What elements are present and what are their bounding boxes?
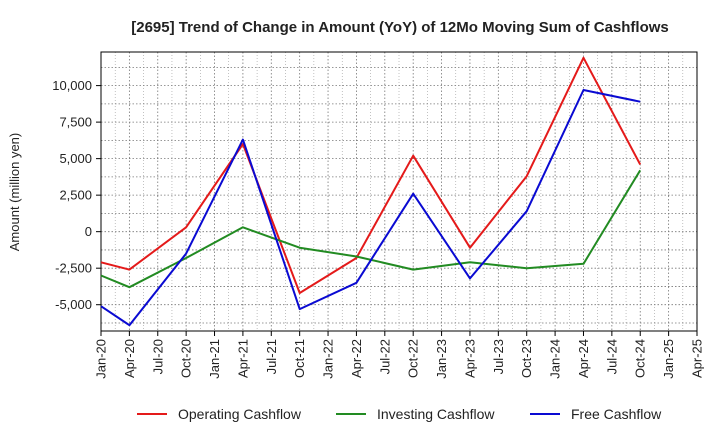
- legend-label: Operating Cashflow: [178, 406, 302, 422]
- x-tick-label: Apr-25: [690, 339, 705, 378]
- y-tick-label: -2,500: [55, 261, 92, 276]
- x-tick-label: Jul-23: [491, 339, 506, 374]
- y-tick-label: 10,000: [52, 78, 92, 93]
- x-tick-label: Apr-20: [122, 339, 137, 378]
- x-tick-label: Jan-22: [321, 339, 336, 379]
- x-tick-label: Oct-20: [179, 339, 194, 378]
- grid: [100, 52, 698, 331]
- x-tick-label: Jul-22: [377, 339, 392, 374]
- x-tick-label: Jan-23: [434, 339, 449, 379]
- chart-title: [2695] Trend of Change in Amount (YoY) o…: [131, 19, 669, 36]
- x-tick-label: Jan-24: [548, 339, 563, 379]
- x-tick-label: Oct-24: [633, 339, 648, 378]
- legend-label: Investing Cashflow: [377, 406, 495, 422]
- y-ticks: -5,000 -2,500 0 2,500 5,000 7,500 10,000: [52, 78, 101, 312]
- series-line-free-cashflow: [100, 89, 641, 327]
- x-tick-label: Jul-24: [604, 339, 619, 374]
- x-tick-label: Jan-25: [661, 339, 676, 379]
- y-axis-label: Amount (million yen): [7, 133, 22, 252]
- x-tick-label: Apr-22: [349, 339, 364, 378]
- x-tick-label: Oct-22: [406, 339, 421, 378]
- legend-label: Free Cashflow: [571, 406, 662, 422]
- x-tick-label: Jul-21: [264, 339, 279, 374]
- y-tick-label: 0: [85, 224, 92, 239]
- legend: Operating Cashflow Investing Cashflow Free…: [137, 406, 662, 422]
- series: [100, 56, 642, 327]
- x-tick-label: Apr-21: [235, 339, 250, 378]
- x-tick-label: Jan-20: [94, 339, 109, 379]
- x-tick-label: Oct-23: [519, 339, 534, 378]
- series-line-operating-cashflow: [100, 56, 642, 294]
- series-line-investing-cashflow: [100, 169, 642, 289]
- x-tick-label: Apr-23: [462, 339, 477, 378]
- x-tick-label: Jul-20: [150, 339, 165, 374]
- x-tick-label: Oct-21: [292, 339, 307, 378]
- x-ticks: Jan-20 Apr-20 Jul-20 Oct-20 Jan-21 Apr-21 Jul-…: [94, 331, 705, 379]
- y-tick-label: 2,500: [59, 188, 92, 203]
- plot-frame: [100, 51, 698, 332]
- x-tick-label: Jan-21: [207, 339, 222, 379]
- y-tick-label: 5,000: [59, 151, 92, 166]
- x-tick-label: Apr-24: [576, 339, 591, 378]
- y-tick-label: 7,500: [59, 115, 92, 130]
- y-tick-label: -5,000: [55, 297, 92, 312]
